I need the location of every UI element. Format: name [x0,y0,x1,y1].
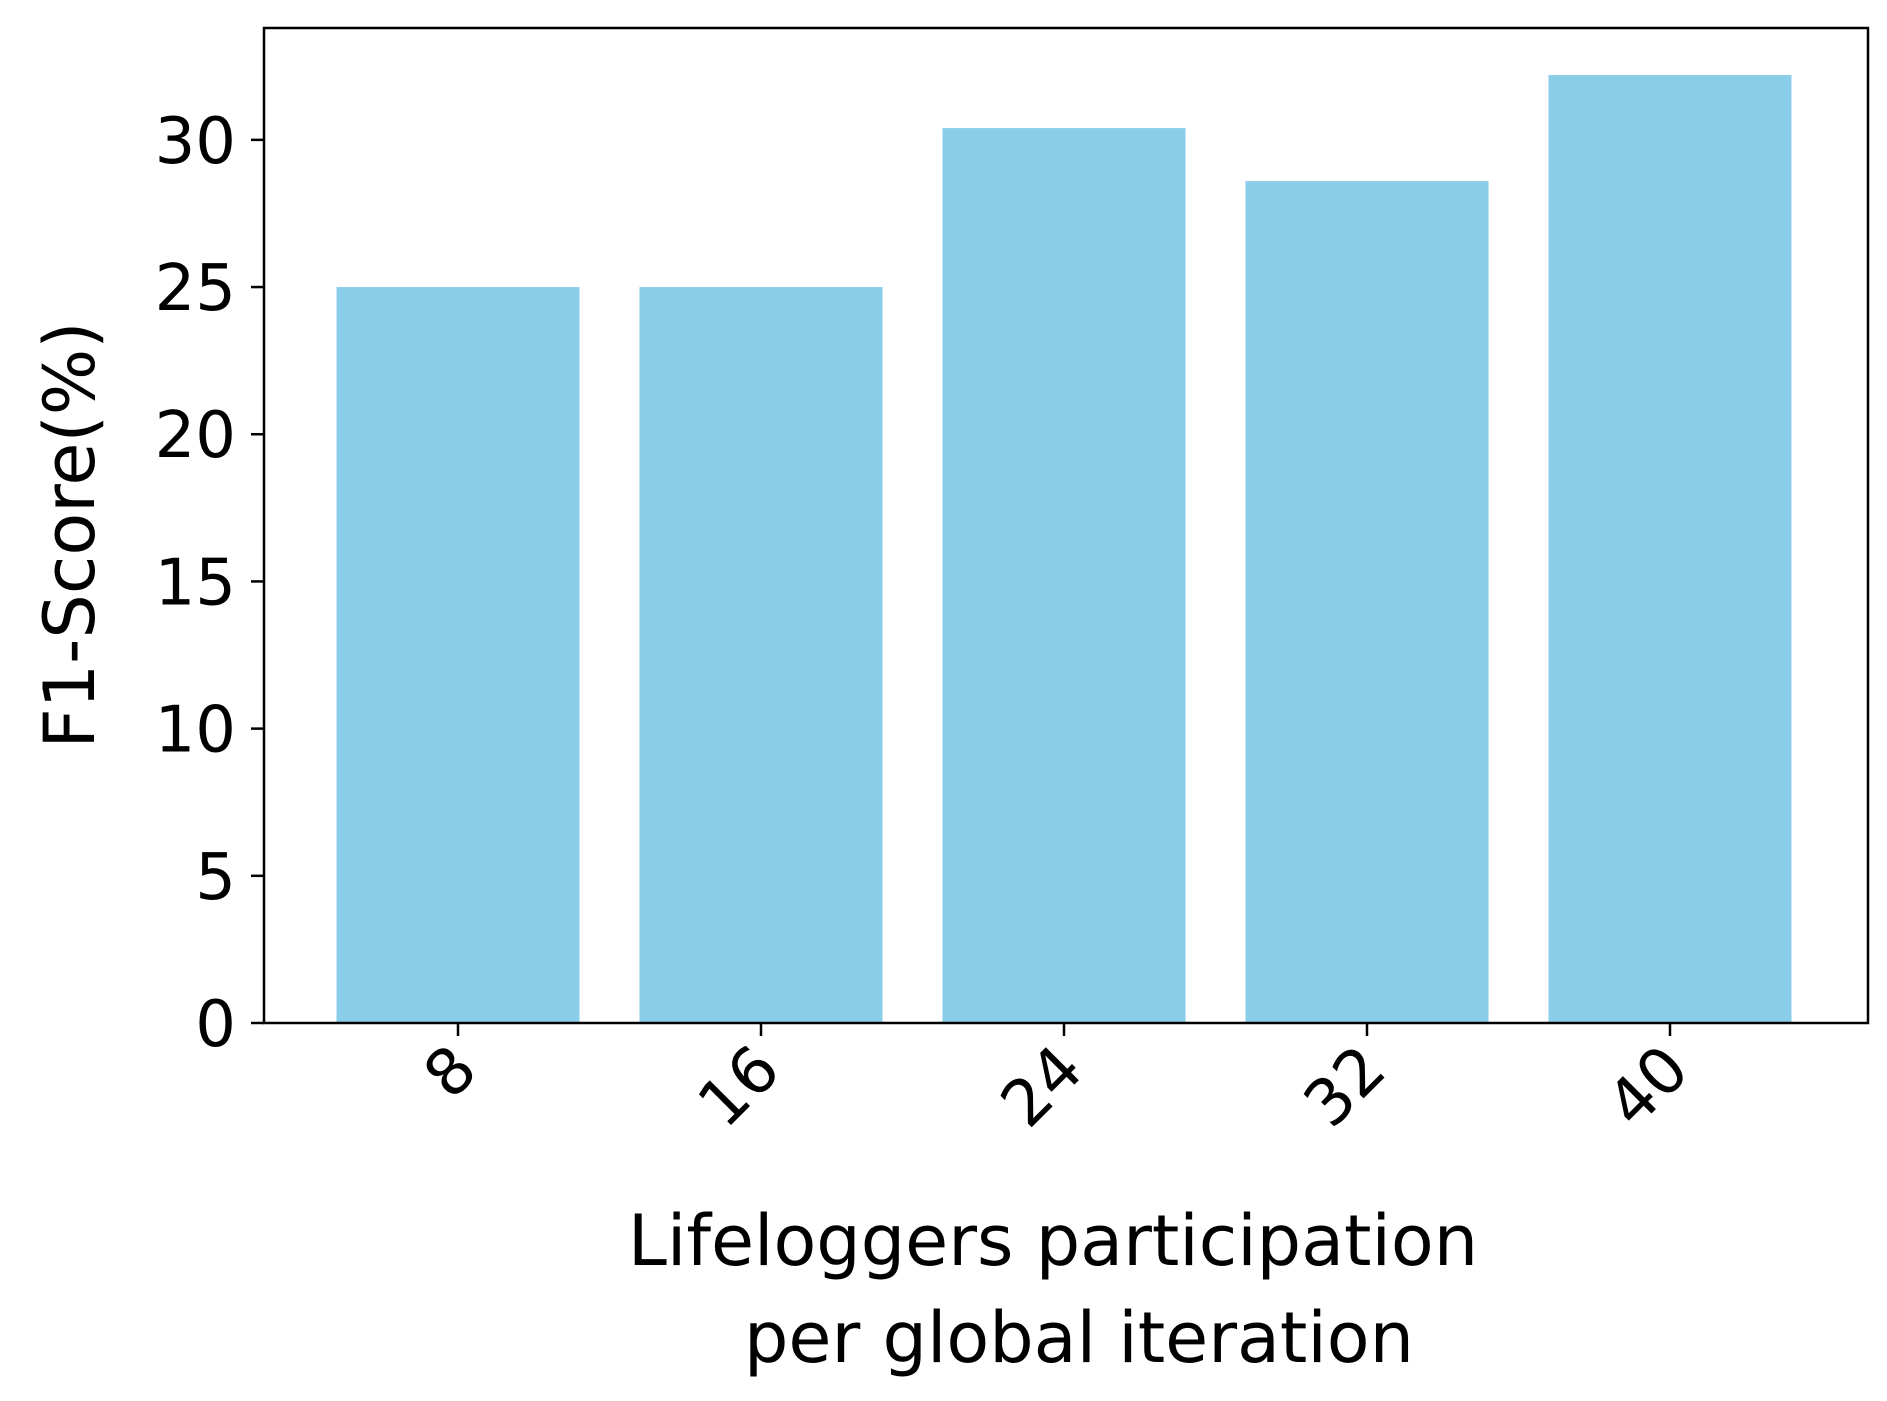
y-tick-label-30: 30 [155,105,236,179]
y-tick-label-25: 25 [155,252,236,326]
bar-24 [942,128,1186,1024]
x-tick-label-32: 32 [1290,1032,1400,1142]
x-tick-label-16: 16 [684,1032,794,1142]
bar-16 [639,287,883,1024]
bar-40 [1548,75,1792,1024]
x-tick-label-40: 40 [1593,1032,1703,1142]
y-axis-ticks: 0 5 10 15 20 25 30 [155,105,264,1062]
y-tick-label-0: 0 [195,988,236,1062]
x-axis-label-line-1: Lifeloggers participation [628,1200,1478,1282]
bar-32 [1245,181,1489,1024]
plot-frame [262,26,1870,1025]
x-axis-label-line-2: per global iteration [744,1297,1414,1379]
y-axis-label: F1-Score(%) [29,321,111,748]
x-tick-label-24: 24 [987,1032,1097,1142]
x-tick-label-8: 8 [410,1032,491,1113]
bar-8 [336,287,580,1024]
x-axis-ticks: 8 16 24 32 40 [410,1023,1703,1142]
y-tick-label-15: 15 [155,546,236,620]
y-tick-label-10: 10 [155,694,236,768]
y-tick-label-20: 20 [155,399,236,473]
bars-group [336,75,1792,1024]
y-tick-label-5: 5 [195,841,236,915]
